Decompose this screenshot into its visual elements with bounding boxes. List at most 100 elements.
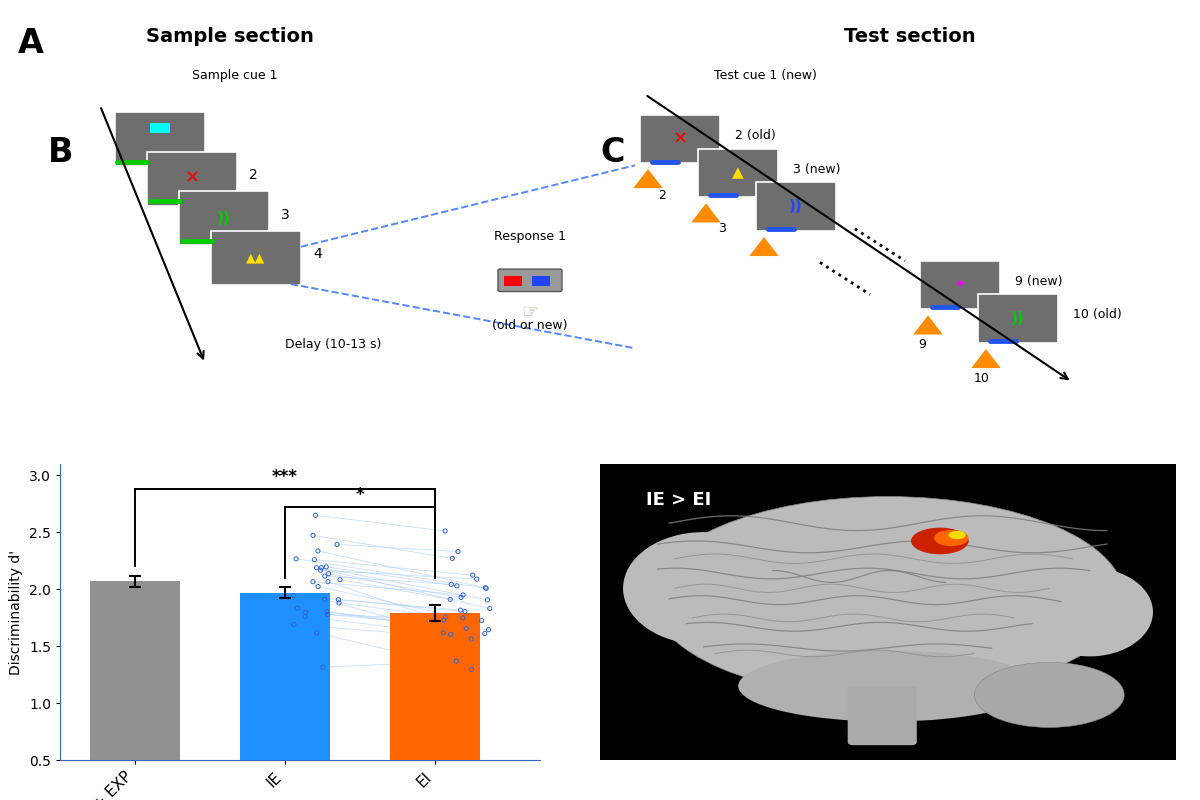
- Point: [311, 564, 330, 577]
- Point: [434, 614, 454, 626]
- FancyBboxPatch shape: [640, 115, 720, 163]
- Point: [288, 602, 307, 614]
- Text: 9 (new): 9 (new): [1015, 274, 1062, 287]
- Point: [328, 538, 347, 550]
- Ellipse shape: [652, 497, 1124, 698]
- Text: 4: 4: [313, 247, 322, 261]
- Text: 10: 10: [974, 372, 990, 385]
- Text: A: A: [18, 27, 44, 60]
- Point: [476, 582, 496, 594]
- Text: C: C: [600, 136, 624, 169]
- Point: [478, 594, 497, 606]
- Y-axis label: Discriminability d': Discriminability d': [10, 550, 24, 674]
- Point: [314, 593, 334, 606]
- FancyBboxPatch shape: [498, 269, 562, 291]
- FancyBboxPatch shape: [148, 152, 238, 206]
- FancyBboxPatch shape: [211, 231, 301, 285]
- Point: [440, 593, 460, 606]
- Text: ✕: ✕: [185, 170, 199, 188]
- Point: [287, 553, 306, 566]
- Text: ▲▲: ▲▲: [246, 251, 265, 265]
- Text: 3: 3: [281, 208, 289, 222]
- Text: ☞: ☞: [521, 303, 539, 322]
- Point: [330, 573, 349, 586]
- Text: Test section: Test section: [844, 27, 976, 46]
- Text: ✕: ✕: [672, 130, 688, 148]
- Bar: [90, 582, 180, 760]
- Text: 2 (old): 2 (old): [734, 129, 775, 142]
- Point: [284, 618, 304, 631]
- Point: [284, 589, 304, 602]
- Point: [313, 661, 332, 674]
- Point: [436, 525, 455, 538]
- Text: 2: 2: [250, 168, 258, 182]
- Text: Test cue 1 (new): Test cue 1 (new): [714, 70, 816, 82]
- Text: IE > EI: IE > EI: [646, 490, 712, 509]
- Point: [295, 610, 314, 623]
- Point: [454, 589, 473, 602]
- Ellipse shape: [1026, 568, 1153, 656]
- Text: ▲: ▲: [732, 166, 744, 180]
- Text: )): )): [790, 199, 803, 214]
- Text: 9: 9: [918, 338, 926, 351]
- Point: [463, 569, 482, 582]
- Point: [448, 579, 467, 592]
- Text: Sample section: Sample section: [146, 27, 314, 46]
- Point: [462, 633, 481, 646]
- Point: [304, 575, 323, 588]
- Point: [296, 606, 316, 618]
- FancyBboxPatch shape: [756, 182, 836, 230]
- Text: 10 (old): 10 (old): [1073, 308, 1122, 321]
- Point: [304, 529, 323, 542]
- Point: [312, 562, 331, 574]
- Point: [462, 663, 481, 676]
- Point: [480, 602, 499, 615]
- Point: [308, 545, 328, 558]
- Point: [479, 623, 498, 636]
- Point: [318, 608, 337, 621]
- Point: [442, 628, 461, 641]
- Point: [330, 597, 349, 610]
- Point: [442, 578, 461, 590]
- FancyBboxPatch shape: [978, 294, 1058, 342]
- Text: Sample cue 1: Sample cue 1: [192, 70, 277, 82]
- Point: [475, 627, 494, 640]
- Point: [451, 591, 470, 604]
- Point: [436, 610, 455, 623]
- Bar: [240, 593, 330, 760]
- FancyBboxPatch shape: [179, 191, 269, 246]
- Text: )): )): [1012, 311, 1025, 326]
- Point: [329, 594, 348, 606]
- FancyBboxPatch shape: [920, 261, 1000, 309]
- FancyBboxPatch shape: [115, 112, 205, 166]
- Ellipse shape: [911, 528, 968, 554]
- Point: [319, 567, 338, 580]
- Point: [472, 614, 491, 627]
- Text: ***: ***: [272, 468, 298, 486]
- Text: 3 (new): 3 (new): [793, 162, 840, 175]
- Text: (old or new): (old or new): [492, 319, 568, 332]
- Point: [317, 606, 336, 618]
- Ellipse shape: [738, 650, 1038, 722]
- Point: [455, 605, 474, 618]
- Text: 2: 2: [658, 189, 666, 202]
- Ellipse shape: [948, 531, 966, 539]
- FancyBboxPatch shape: [698, 149, 778, 197]
- FancyBboxPatch shape: [847, 686, 917, 746]
- Point: [307, 626, 326, 639]
- Point: [476, 582, 496, 594]
- Text: ✦: ✦: [955, 278, 965, 291]
- Point: [467, 573, 486, 586]
- Point: [449, 545, 468, 558]
- Ellipse shape: [974, 662, 1124, 727]
- Text: Delay (10-13 s): Delay (10-13 s): [286, 338, 382, 351]
- Point: [318, 575, 337, 588]
- Bar: [504, 276, 522, 286]
- Point: [305, 554, 324, 566]
- Point: [454, 611, 473, 624]
- Text: B: B: [48, 136, 73, 169]
- Point: [308, 580, 328, 593]
- Point: [306, 509, 325, 522]
- Ellipse shape: [623, 532, 785, 645]
- Point: [443, 552, 462, 565]
